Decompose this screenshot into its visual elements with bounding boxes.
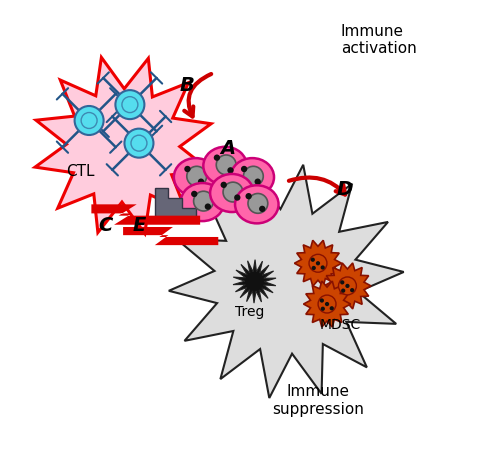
Circle shape: [228, 168, 234, 174]
Circle shape: [116, 91, 144, 120]
Circle shape: [310, 258, 315, 262]
Circle shape: [341, 289, 345, 293]
FancyArrowPatch shape: [289, 178, 345, 195]
Text: C: C: [98, 216, 112, 235]
Ellipse shape: [174, 159, 218, 197]
Circle shape: [241, 167, 248, 173]
Polygon shape: [233, 260, 276, 303]
Circle shape: [234, 195, 240, 201]
Circle shape: [204, 204, 211, 210]
Circle shape: [124, 129, 154, 158]
Circle shape: [316, 262, 320, 266]
Polygon shape: [324, 263, 371, 309]
Circle shape: [74, 107, 104, 136]
Circle shape: [325, 302, 329, 307]
Text: Treg: Treg: [236, 304, 264, 318]
Ellipse shape: [230, 159, 274, 197]
Circle shape: [318, 295, 336, 313]
Polygon shape: [169, 166, 404, 398]
Circle shape: [350, 288, 354, 293]
FancyArrowPatch shape: [184, 75, 211, 117]
Text: B: B: [179, 76, 194, 95]
Ellipse shape: [210, 175, 254, 212]
Text: CTL: CTL: [66, 163, 94, 178]
Circle shape: [184, 167, 190, 173]
Circle shape: [320, 307, 325, 311]
Polygon shape: [155, 189, 196, 219]
Circle shape: [338, 278, 356, 295]
Circle shape: [259, 206, 266, 212]
Circle shape: [246, 193, 252, 200]
Circle shape: [244, 167, 264, 187]
Polygon shape: [304, 282, 350, 327]
Circle shape: [330, 307, 334, 311]
Circle shape: [248, 194, 268, 214]
Ellipse shape: [204, 147, 247, 186]
Text: D: D: [337, 180, 353, 198]
Circle shape: [216, 156, 236, 175]
Polygon shape: [123, 228, 218, 246]
Circle shape: [346, 284, 350, 288]
Circle shape: [340, 281, 344, 285]
Circle shape: [214, 155, 220, 162]
Text: E: E: [132, 216, 145, 235]
Circle shape: [309, 255, 327, 273]
Text: MDSC: MDSC: [320, 318, 362, 332]
Polygon shape: [92, 205, 200, 225]
Circle shape: [131, 136, 147, 152]
Text: A: A: [220, 139, 235, 158]
Circle shape: [81, 113, 97, 129]
Text: Immune
suppression: Immune suppression: [272, 384, 364, 416]
Circle shape: [198, 179, 204, 186]
Text: Immune
activation: Immune activation: [340, 24, 416, 56]
Circle shape: [191, 191, 198, 197]
Polygon shape: [294, 241, 342, 287]
Ellipse shape: [235, 186, 279, 224]
Polygon shape: [35, 58, 211, 234]
Circle shape: [220, 182, 227, 189]
Circle shape: [223, 183, 243, 202]
Ellipse shape: [180, 184, 224, 222]
Circle shape: [312, 266, 316, 271]
Circle shape: [320, 299, 324, 303]
Circle shape: [194, 192, 214, 212]
Circle shape: [320, 266, 325, 270]
Circle shape: [122, 97, 138, 113]
Circle shape: [254, 179, 261, 186]
Circle shape: [187, 167, 206, 187]
